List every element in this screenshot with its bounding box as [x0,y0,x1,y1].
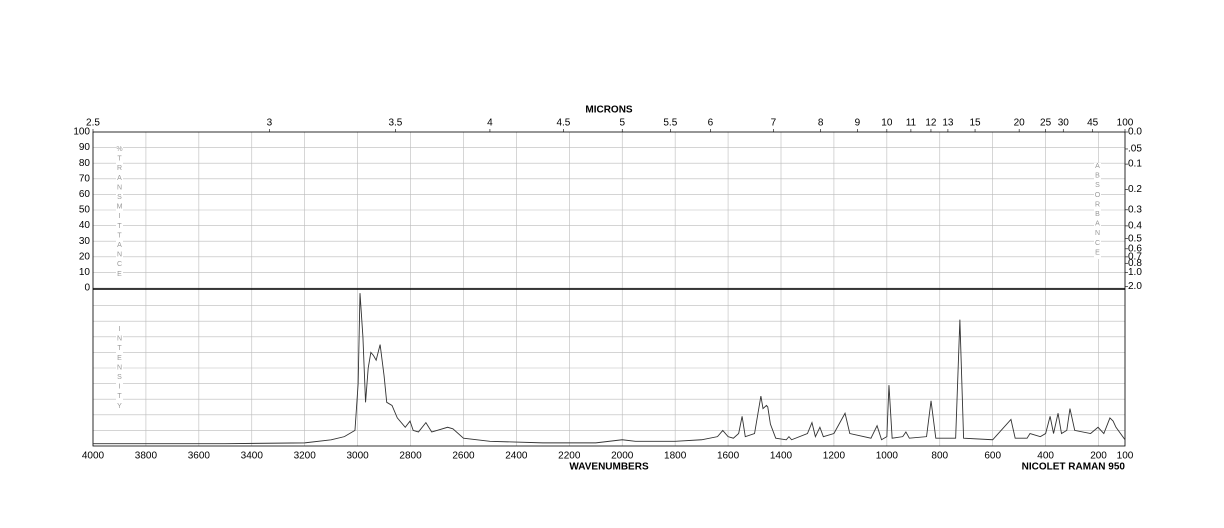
transmittance-label: %TRANSMITTANCE [116,146,123,281]
x-tick-label: 2000 [611,451,634,462]
y2-tick-label: 0.1 [1128,159,1142,170]
top-tick-label: 7 [771,118,777,129]
x-tick-label: 2200 [558,451,581,462]
y2-tick-label: 0.7 [1128,252,1142,263]
x-tick-label: 2800 [399,451,422,462]
x-tick-label: 1000 [876,451,899,462]
top-tick-label: 12 [925,118,937,129]
absorbance-label: ABSORBANCE [1094,163,1101,259]
top-tick-label: 4 [487,118,493,129]
x-tick-label: 400 [1037,451,1054,462]
y2-tick-label: 2.0 [1128,281,1142,292]
x-tick-label: 1400 [770,451,793,462]
x-tick-label: 800 [931,451,948,462]
top-tick-label: 13 [942,118,954,129]
y2-tick-label: 1.0 [1128,267,1142,278]
spectrum-line [93,293,1126,445]
x-tick-label: 2600 [452,451,475,462]
y-tick-label: 10 [79,267,91,278]
intensity-label: INTENSITY [116,326,123,413]
x-tick-label: 3000 [346,451,369,462]
x-tick-label: 3600 [188,451,211,462]
top-tick-label: 6 [708,118,714,129]
x-tick-label: 1800 [664,451,687,462]
top-tick-label: 10 [881,118,893,129]
y-tick-label: 30 [79,236,91,247]
top-axis-title: MICRONS [585,105,633,116]
top-tick-label: 30 [1058,118,1070,129]
top-tick-label: 3.5 [388,118,402,129]
top-tick-label: 5.5 [663,118,677,129]
y-tick-label: 90 [79,142,91,153]
x-tick-label: 1600 [717,451,740,462]
y-tick-label: 0 [84,283,90,294]
instrument-label: NICOLET RAMAN 950 [1022,462,1126,473]
x-tick-label: 2400 [505,451,528,462]
y-tick-label: 80 [79,158,91,169]
top-tick-label: 2.5 [86,118,100,129]
top-tick-label: 4.5 [556,118,570,129]
top-tick-label: 25 [1040,118,1052,129]
y-tick-label: 20 [79,251,91,262]
top-tick-label: 15 [969,118,981,129]
y2-tick-label: 0.6 [1128,243,1142,254]
y-tick-label: 60 [79,189,91,200]
x-tick-label: 3800 [135,451,158,462]
x-tick-label: 1200 [823,451,846,462]
y2-tick-label: 0.8 [1128,258,1142,269]
y-tick-label: 50 [79,205,91,216]
top-tick-label: 9 [855,118,861,129]
x-tick-label: 600 [984,451,1001,462]
top-tick-label: 45 [1087,118,1099,129]
y2-tick-label: 0.5 [1128,233,1142,244]
y2-tick-label: .05 [1128,144,1142,155]
top-tick-label: 11 [906,118,917,129]
y2-tick-label: 0.4 [1128,221,1142,232]
x-axis-title: WAVENUMBERS [569,462,649,473]
x-tick-label: 100 [1117,451,1134,462]
top-tick-label: 3 [267,118,273,129]
y-tick-label: 100 [73,127,90,138]
y2-tick-label: 0.2 [1128,184,1142,195]
top-tick-label: 5 [619,118,625,129]
top-tick-label: 20 [1014,118,1026,129]
y2-tick-label: 0.3 [1128,204,1142,215]
y2-tick-label: 0.0 [1128,127,1142,138]
x-tick-label: 3400 [241,451,264,462]
x-tick-label: 4000 [82,451,105,462]
x-tick-label: 200 [1090,451,1107,462]
x-tick-label: 3200 [294,451,317,462]
top-tick-label: 8 [818,118,824,129]
top-tick-label: 100 [1117,118,1134,129]
y-tick-label: 40 [79,220,91,231]
y-tick-label: 70 [79,173,91,184]
